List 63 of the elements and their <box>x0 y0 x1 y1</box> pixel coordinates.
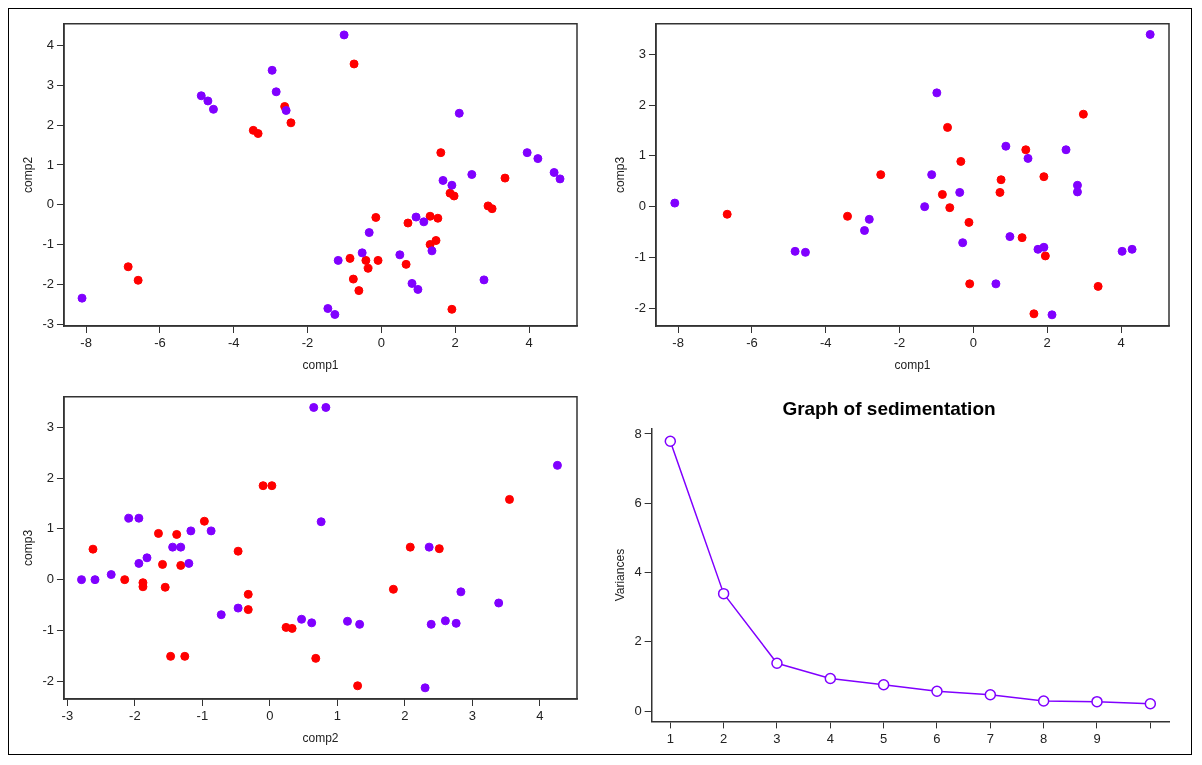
y-tick-label: 2 <box>46 116 54 132</box>
x-tick-label: -4 <box>227 335 240 351</box>
x-tick-label: 7 <box>986 730 994 746</box>
x-tick-label: 3 <box>773 730 781 746</box>
y-tick-label: -1 <box>42 236 54 252</box>
x-tick-label: -8 <box>672 335 684 351</box>
x-axis-title: comp2 <box>302 731 339 746</box>
x-tick-label: -6 <box>746 335 758 351</box>
y-tick-label: 1 <box>46 520 54 536</box>
y-tick-label: 6 <box>634 494 642 510</box>
x-tick-label: 3 <box>468 708 476 724</box>
y-tick-label: 4 <box>46 37 54 53</box>
y-tick-label: 2 <box>46 469 54 485</box>
x-tick-label: 6 <box>933 730 941 746</box>
y-tick-label: -3 <box>42 315 54 331</box>
x-tick-label: 2 <box>1043 335 1051 351</box>
x-tick-label: 4 <box>1117 335 1125 351</box>
y-tick-label: 1 <box>46 156 54 172</box>
x-tick-label: 8 <box>1040 730 1048 746</box>
x-tick-label: -2 <box>893 335 906 351</box>
x-tick-label: -8 <box>80 335 92 351</box>
x-tick-label: 1 <box>666 730 674 746</box>
chart-title: Graph of sedimentation <box>782 397 996 419</box>
y-tick-label: 2 <box>638 96 646 112</box>
y-tick-label: 3 <box>638 45 646 61</box>
y-tick-label: -2 <box>42 672 54 688</box>
x-tick-label: 4 <box>525 335 533 351</box>
y-tick-label: 3 <box>46 77 54 93</box>
x-tick-label: 1 <box>333 708 341 724</box>
x-tick-label: -4 <box>819 335 832 351</box>
x-tick-label: 0 <box>969 335 977 351</box>
x-tick-label: 4 <box>826 730 834 746</box>
y-axis-title: Variances <box>612 548 627 602</box>
x-tick-label: 2 <box>401 708 409 724</box>
x-tick-label: 9 <box>1093 730 1101 746</box>
y-tick-label: 8 <box>634 425 642 441</box>
y-tick-label: -2 <box>42 275 54 291</box>
y-tick-label: 3 <box>46 418 54 434</box>
x-tick-label: 0 <box>377 335 385 351</box>
x-tick-label: -1 <box>196 708 209 724</box>
y-tick-label: 0 <box>638 198 646 214</box>
x-tick-label: -6 <box>154 335 166 351</box>
x-axis-title: comp1 <box>302 358 339 373</box>
y-axis-title: comp3 <box>20 529 35 566</box>
x-tick-label: 2 <box>451 335 459 351</box>
y-tick-label: -1 <box>42 622 54 638</box>
y-tick-label: 1 <box>638 147 646 163</box>
x-tick-label: -3 <box>61 708 74 724</box>
y-axis-title: comp3 <box>612 156 627 193</box>
x-tick-label: 4 <box>536 708 544 724</box>
y-tick-label: -1 <box>634 249 646 265</box>
y-axis-title: comp2 <box>20 156 35 193</box>
y-tick-label: 0 <box>46 571 54 587</box>
x-tick-label: 0 <box>266 708 274 724</box>
x-tick-label: 2 <box>720 730 728 746</box>
x-tick-label: -2 <box>129 708 141 724</box>
y-tick-label: -2 <box>634 299 646 315</box>
x-tick-label: 5 <box>880 730 888 746</box>
y-tick-label: 0 <box>46 196 54 212</box>
y-tick-label: 2 <box>634 633 642 649</box>
x-tick-label: -2 <box>301 335 314 351</box>
x-axis-title: comp1 <box>894 358 931 373</box>
y-tick-label: 4 <box>634 564 642 580</box>
